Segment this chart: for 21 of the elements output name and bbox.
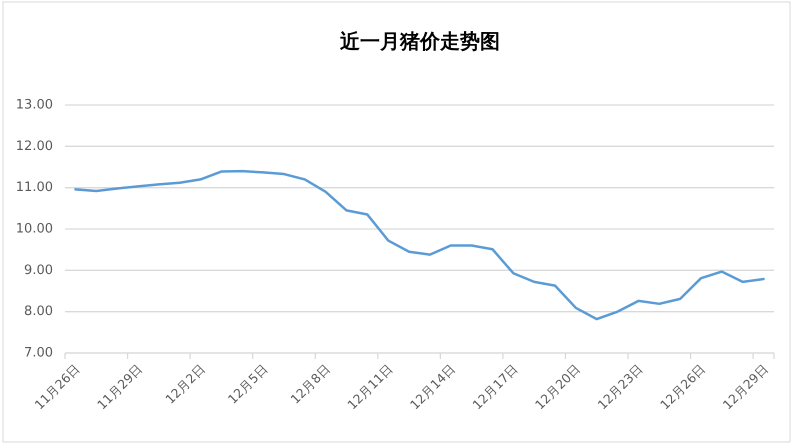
y-tick-label: 8.00 xyxy=(24,304,53,320)
line-series xyxy=(74,170,765,320)
x-tick-label: 12月8日 xyxy=(287,360,334,407)
x-tick-label: 12月29日 xyxy=(720,360,772,412)
y-tick-label: 9.00 xyxy=(24,262,53,278)
y-tick-label: 7.00 xyxy=(24,346,53,361)
x-tick-label: 11月26日 xyxy=(31,360,83,412)
x-tick-label: 12月14日 xyxy=(406,360,458,412)
x-tick-label: 12月23日 xyxy=(594,360,646,412)
x-tick-label: 12月2日 xyxy=(162,360,208,407)
x-tick-label: 12月11日 xyxy=(344,360,396,412)
y-tick-label: 12.00 xyxy=(16,138,53,154)
x-tick-label: 12月17日 xyxy=(469,360,521,412)
y-tick-label: 13.00 xyxy=(16,98,53,113)
y-tick-label: 11.00 xyxy=(16,180,53,196)
chart-title: 近一月猪价走势图 xyxy=(339,29,500,54)
x-tick-label: 12月20日 xyxy=(532,360,584,412)
x-tick-label: 11月29日 xyxy=(94,360,146,412)
y-tick-label: 10.00 xyxy=(16,222,53,237)
x-tick-label: 12月26日 xyxy=(657,360,709,412)
x-tick-label: 12月5日 xyxy=(224,360,271,407)
